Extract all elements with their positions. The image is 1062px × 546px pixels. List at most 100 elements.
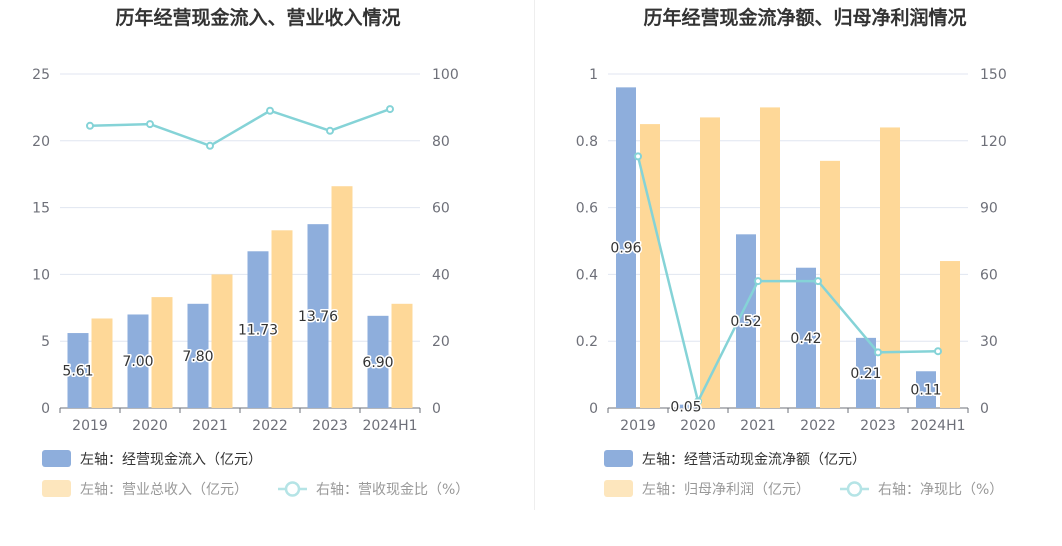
series-point (874, 348, 882, 357)
x-tick-label: 2023 (312, 418, 348, 434)
y-left-tick-label: 5 (41, 334, 50, 350)
bar-secondary (211, 274, 233, 408)
x-tick-label: 2022 (252, 418, 288, 434)
y-left-tick-label: 0.6 (576, 201, 598, 217)
bar-primary (616, 87, 636, 409)
series-point (146, 120, 154, 129)
y-left-tick-label: 0.4 (576, 267, 598, 283)
x-tick-label: 2024H1 (910, 418, 965, 434)
legend-label: 右轴：营收现金比（%） (316, 482, 469, 498)
y-right-tick-label: 90 (980, 201, 998, 217)
y-left-tick-label: 10 (32, 267, 50, 283)
bar-primary (736, 234, 756, 408)
bar-primary (676, 404, 696, 408)
y-right-tick-label: 60 (980, 267, 998, 283)
bar-secondary (880, 127, 900, 408)
bar-primary (187, 303, 209, 408)
legend-label: 右轴：净现比（%） (878, 482, 1003, 498)
series-point (634, 152, 642, 161)
x-tick-label: 2020 (680, 418, 716, 434)
bar-data-label: 0.42 (790, 331, 821, 347)
y-left-tick-label: 0.2 (576, 334, 598, 350)
x-tick-label: 2022 (800, 418, 836, 434)
x-tick-label: 2019 (72, 418, 108, 434)
legend-marker (284, 481, 301, 497)
bar-data-label: 7.80 (182, 349, 213, 365)
bar-secondary (91, 318, 113, 408)
bar-secondary (940, 261, 960, 408)
legend-swatch (42, 480, 71, 497)
bar-data-label: 13.76 (298, 309, 338, 325)
bar-secondary (640, 124, 660, 408)
series-point (694, 397, 702, 406)
bar-primary (856, 337, 876, 408)
y-left-tick-label: 1 (589, 67, 598, 83)
y-left-tick-label: 25 (32, 67, 50, 83)
legend-marker (846, 481, 863, 497)
bar-data-label: 0.05 (670, 399, 701, 415)
x-tick-label: 2019 (620, 418, 656, 434)
series-point (86, 121, 94, 130)
legend-label: 左轴：经营活动现金流净额（亿元） (642, 452, 866, 468)
legend-label: 左轴：经营现金流入（亿元） (80, 452, 262, 468)
y-right-tick-label: 120 (980, 134, 1007, 150)
bar-data-label: 6.90 (362, 355, 393, 371)
bar-primary (127, 314, 149, 408)
y-right-tick-label: 20 (432, 334, 450, 350)
series-point (754, 277, 762, 286)
bar-data-label: 7.00 (122, 354, 153, 370)
bar-data-label: 11.73 (238, 323, 278, 339)
bar-secondary (151, 297, 173, 408)
y-left-tick-label: 0.8 (576, 134, 598, 150)
y-left-tick-label: 0 (41, 401, 50, 417)
y-left-tick-label: 0 (589, 401, 598, 417)
y-right-tick-label: 0 (980, 401, 989, 417)
series-point (814, 277, 822, 286)
x-tick-label: 2020 (132, 418, 168, 434)
y-left-tick-label: 20 (32, 134, 50, 150)
bar-data-label: 0.52 (730, 314, 761, 330)
x-tick-label: 2023 (860, 418, 896, 434)
legend-swatch (604, 480, 633, 497)
chart-title: 历年经营现金流入、营业收入情况 (115, 6, 400, 29)
x-tick-label: 2024H1 (362, 418, 417, 434)
series-point (206, 141, 214, 150)
bar-primary (367, 315, 389, 408)
legend-label: 左轴：归母净利润（亿元） (642, 481, 810, 498)
bar-secondary (820, 160, 840, 408)
bar-secondary (391, 303, 413, 408)
bar-secondary (700, 117, 720, 409)
bar-primary (247, 251, 269, 408)
series-point (326, 126, 334, 135)
series-point (386, 105, 394, 114)
legend-swatch (604, 450, 633, 467)
x-tick-label: 2021 (192, 418, 228, 434)
y-left-tick-label: 15 (32, 201, 50, 217)
series-line (89, 107, 391, 148)
bar-primary (796, 267, 816, 408)
x-tick-label: 2021 (740, 418, 776, 434)
series-line (636, 156, 939, 405)
bar-primary (67, 333, 89, 408)
bar-primary (916, 371, 936, 408)
bar-secondary (331, 186, 353, 408)
bar-data-label: 0.11 (910, 383, 941, 399)
chart-title: 历年经营现金流净额、归母净利润情况 (643, 6, 966, 29)
panel-divider (534, 0, 535, 510)
bar-data-label: 5.61 (62, 364, 93, 380)
y-right-tick-label: 100 (432, 67, 459, 83)
cash-inflow-revenue-chart: 历年经营现金流入、营业收入情况 0 0 5 20 10 40 15 60 20 80 25 100 201… (32, 6, 469, 498)
legend-label: 左轴：营业总收入（亿元） (80, 482, 248, 498)
legend-swatch (42, 450, 71, 467)
bar-data-label: 0.21 (850, 366, 881, 382)
bar-secondary (271, 230, 293, 408)
bar-primary (307, 224, 329, 408)
y-right-tick-label: 80 (432, 134, 450, 150)
series-point (934, 347, 942, 356)
bar-secondary (760, 107, 780, 409)
y-right-tick-label: 30 (980, 334, 998, 350)
y-right-tick-label: 40 (432, 267, 450, 283)
y-right-tick-label: 0 (432, 401, 441, 417)
y-right-tick-label: 150 (980, 67, 1007, 83)
